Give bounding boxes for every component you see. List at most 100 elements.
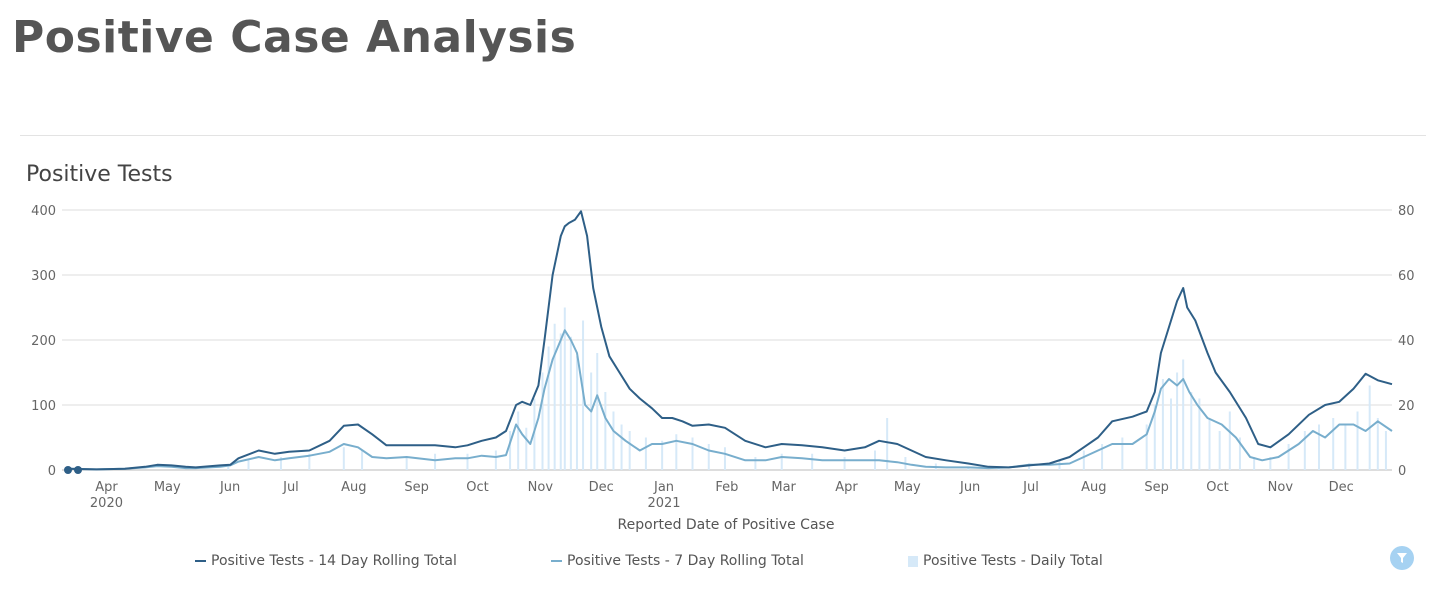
daily-total-bar — [1153, 405, 1156, 470]
daily-total-bar — [525, 427, 528, 470]
daily-total-bar — [723, 447, 726, 470]
daily-total-bar — [1161, 379, 1164, 470]
daily-total-bar — [604, 392, 607, 470]
legend-label: Positive Tests - 7 Day Rolling Total — [567, 553, 804, 569]
daily-total-bar — [547, 346, 550, 470]
daily-total-bar — [620, 424, 623, 470]
daily-total-bar — [1101, 444, 1104, 470]
x-tick-year-label: 2020 — [90, 496, 123, 511]
daily-total-bar — [675, 434, 678, 470]
x-tick-label: May — [894, 480, 921, 495]
scroll-dot[interactable] — [64, 466, 72, 474]
daily-total-bar — [569, 336, 572, 470]
series-line-7-day — [68, 329, 1393, 471]
legend-swatch — [195, 560, 206, 562]
x-tick-label: Oct — [1206, 480, 1228, 495]
daily-total-bar — [405, 457, 408, 470]
daily-total-bar — [227, 466, 230, 470]
daily-total-bar — [1176, 372, 1179, 470]
daily-total-bar — [1356, 411, 1359, 470]
daily-total-bar — [553, 323, 556, 470]
daily-total-bar — [1121, 437, 1124, 470]
page-title: Positive Case Analysis — [12, 12, 577, 63]
daily-total-bar — [1198, 398, 1201, 470]
daily-total-bar — [843, 457, 846, 470]
daily-total-bar — [1344, 424, 1347, 470]
daily-total-bars — [227, 307, 1387, 470]
daily-total-bar — [886, 418, 889, 470]
daily-total-bar — [279, 457, 282, 470]
daily-total-bar — [661, 440, 664, 470]
x-tick-label: Nov — [1268, 480, 1294, 495]
x-tick-label: Jun — [219, 480, 240, 495]
x-tick-label: Sep — [1144, 480, 1169, 495]
daily-total-bar — [1028, 463, 1031, 470]
x-tick-label: May — [154, 480, 181, 495]
x-tick-label: Dec — [589, 480, 614, 495]
scroll-dots[interactable] — [64, 466, 82, 474]
daily-total-bar — [575, 356, 578, 470]
daily-total-bar — [754, 457, 757, 470]
daily-total-bar — [1190, 392, 1193, 470]
x-tick-label: Mar — [771, 480, 796, 495]
x-tick-label: Aug — [341, 480, 366, 495]
panel-title: Positive Tests — [26, 162, 173, 187]
legend-item-14-day[interactable]: Positive Tests - 14 Day Rolling Total — [195, 553, 457, 569]
y-tick-label-right: 0 — [1398, 464, 1406, 479]
daily-total-bar — [1238, 437, 1241, 470]
daily-total-bar — [1318, 424, 1321, 470]
daily-total-bar — [1384, 431, 1387, 470]
x-tick-year-label: 2021 — [647, 496, 680, 511]
y-tick-label-left: 300 — [31, 269, 56, 284]
y-tick-label-right: 40 — [1398, 334, 1415, 349]
daily-total-bar — [466, 453, 469, 470]
left-y-axis: 0 100 200 300 400 — [31, 204, 56, 479]
daily-total-bar — [361, 450, 364, 470]
daily-total-bar — [1228, 411, 1231, 470]
daily-total-bar — [434, 453, 437, 470]
daily-total-bar — [308, 453, 311, 470]
daily-total-bar — [517, 411, 520, 470]
y-tick-label-left: 200 — [31, 334, 56, 349]
x-tick-label: Nov — [528, 480, 554, 495]
x-tick-label: Jan — [653, 480, 674, 495]
legend-swatch — [551, 560, 562, 562]
x-tick-label: Jul — [282, 480, 299, 495]
x-tick-label: Feb — [715, 480, 738, 495]
daily-total-bar — [1082, 450, 1085, 470]
daily-total-bar — [494, 450, 497, 470]
x-tick-label: Jun — [959, 480, 980, 495]
x-tick-label: Apr — [835, 480, 858, 495]
legend-label: Positive Tests - 14 Day Rolling Total — [211, 553, 457, 569]
daily-total-bar — [1218, 431, 1221, 470]
daily-total-bar — [612, 411, 615, 470]
legend-item-7-day[interactable]: Positive Tests - 7 Day Rolling Total — [551, 553, 804, 569]
x-tick-label: Jul — [1022, 480, 1039, 495]
x-tick-label: Apr — [95, 480, 118, 495]
x-tick-label: Oct — [466, 480, 488, 495]
filter-button[interactable] — [1390, 546, 1414, 570]
daily-total-bar — [509, 431, 512, 470]
y-tick-label-left: 400 — [31, 204, 56, 219]
daily-total-bar — [247, 460, 250, 470]
daily-total-bar — [541, 372, 544, 470]
section-divider — [20, 135, 1426, 136]
x-tick-label: Sep — [404, 480, 429, 495]
series-line-14-day — [68, 210, 1393, 471]
daily-total-bar — [1182, 359, 1185, 470]
daily-total-bar — [1332, 418, 1335, 470]
legend-item-daily[interactable]: Positive Tests - Daily Total — [908, 553, 1103, 569]
x-tick-label: Dec — [1329, 480, 1354, 495]
daily-total-bar — [780, 453, 783, 470]
y-tick-label-left: 0 — [48, 464, 56, 479]
x-axis-title: Reported Date of Positive Case — [618, 517, 835, 533]
legend-label: Positive Tests - Daily Total — [923, 553, 1103, 569]
y-tick-label-right: 80 — [1398, 204, 1415, 219]
daily-total-bar — [596, 353, 599, 470]
scroll-dot[interactable] — [74, 466, 82, 474]
rolling-total-lines — [68, 210, 1393, 471]
daily-total-bar — [559, 333, 562, 470]
daily-total-bar — [1170, 398, 1173, 470]
